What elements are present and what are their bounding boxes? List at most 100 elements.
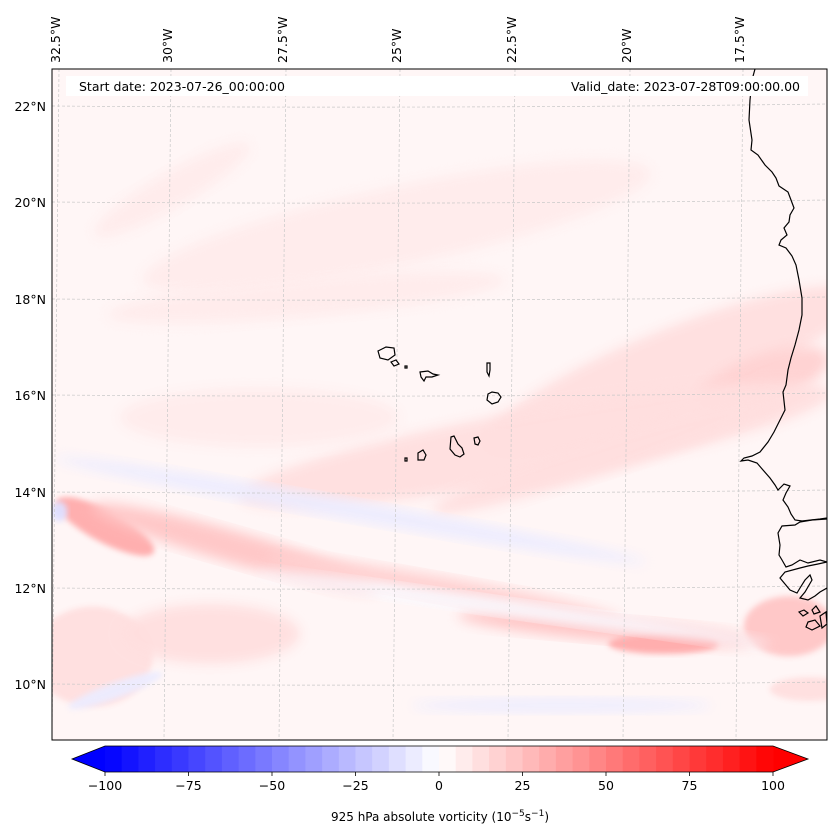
colorbar-level xyxy=(405,746,423,772)
meridian-line xyxy=(622,69,631,740)
latitude-tick-labels: 22°N 20°N 18°N 16°N 14°N 12°N 10°N xyxy=(14,99,46,692)
island-santo-antao xyxy=(377,346,396,361)
colorbar-level xyxy=(221,746,240,772)
colorbar-level xyxy=(238,746,256,772)
colorbar-tick-label: 100 xyxy=(761,778,785,793)
island-brava xyxy=(404,457,408,462)
colorbar-level xyxy=(622,746,640,772)
vorticity-contour-mid-streak xyxy=(106,271,506,324)
map-area[interactable] xyxy=(33,69,837,740)
colorbar-level xyxy=(121,746,139,772)
colorbar-level xyxy=(639,746,657,772)
colorbar-level xyxy=(188,746,206,772)
colorbar-level xyxy=(455,746,473,772)
colorbar-level xyxy=(355,746,373,772)
colorbar-level xyxy=(288,746,306,772)
parallel-line xyxy=(52,585,827,590)
vorticity-contour-itcz-west-core xyxy=(56,497,155,556)
island-fogo xyxy=(417,449,427,461)
colorbar-level xyxy=(105,746,123,772)
colorbar-level xyxy=(539,746,557,772)
colorbar-level xyxy=(205,746,223,772)
longitude-label: 32.5°W xyxy=(48,17,63,63)
island-sao-nicolau xyxy=(419,370,441,383)
vorticity-contour-negative-strip-n xyxy=(55,457,647,564)
latitude-label: 18°N xyxy=(14,292,46,307)
colorbar-tick-label: 25 xyxy=(515,778,531,793)
parallel-line xyxy=(52,489,827,494)
vorticity-contour-nw-streak xyxy=(93,142,251,238)
coastline-bissagos-islands xyxy=(797,605,827,631)
longitude-label: 25°W xyxy=(389,28,404,63)
meridian-line xyxy=(52,69,60,740)
colorbar-label: 925 hPa absolute vorticity (10−5s−1) xyxy=(331,809,549,824)
colorbar-level xyxy=(388,746,407,772)
parallel-line xyxy=(52,296,827,301)
colorbar-level xyxy=(689,746,707,772)
start-date-label: Start date: 2023-07-26_00:00:00 xyxy=(79,79,285,94)
colorbar-tick-label: −25 xyxy=(342,778,368,793)
longitude-label: 20°W xyxy=(619,28,634,63)
valid-date-label: Valid_date: 2023-07-28T09:00:00.00 xyxy=(571,79,800,94)
info-box xyxy=(66,76,808,96)
longitude-tick-labels: 32.5°W 30°W 27.5°W 25°W 22.5°W 20°W 17.5°W xyxy=(48,17,747,63)
meridian-line xyxy=(163,69,172,740)
parallel-line xyxy=(52,103,827,108)
vorticity-contour-north-band xyxy=(142,159,652,294)
coastline-guinea xyxy=(779,561,827,601)
latitude-label: 22°N xyxy=(14,99,46,114)
latitude-label: 20°N xyxy=(14,195,46,210)
colorbar-extend-max xyxy=(773,746,808,772)
colorbar-level xyxy=(589,746,607,772)
island-sal xyxy=(486,362,491,378)
island-sao-vicente xyxy=(390,359,400,367)
colorbar-level xyxy=(522,746,540,772)
colorbar-level xyxy=(439,746,457,772)
longitude-label: 27.5°W xyxy=(275,17,290,63)
colorbar-level xyxy=(656,746,674,772)
colorbar-level xyxy=(171,746,189,772)
map-frame xyxy=(51,68,828,741)
meridian-line xyxy=(507,69,516,740)
colorbar-tick-label: −50 xyxy=(259,778,285,793)
colorbar: −100 −75 −50 −25 0 25 50 75 100 xyxy=(70,745,810,793)
vorticity-contour-negative-west-dot xyxy=(52,501,68,522)
parallel-line xyxy=(52,199,827,204)
island-maio xyxy=(473,436,481,446)
vorticity-contour-negative-strip-s xyxy=(411,698,712,713)
island-santa-luzia xyxy=(404,365,408,369)
vorticity-contour-negative-strip-mid xyxy=(256,571,771,646)
colorbar-level xyxy=(739,746,757,772)
colorbar-level xyxy=(672,746,690,772)
vorticity-contour-west-mid-band xyxy=(119,387,400,448)
vorticity-contour-sw-mauritania-streak xyxy=(432,397,776,514)
colorbar-level xyxy=(255,746,273,772)
vorticity-contour-south-west-band xyxy=(120,603,301,664)
parallel-line xyxy=(52,392,827,397)
colorbar-tick-label: 50 xyxy=(598,778,614,793)
colorbar-level xyxy=(155,746,173,772)
colorbar-level xyxy=(138,746,156,772)
colorbar-tick-label: −100 xyxy=(88,778,122,793)
colorbar-level xyxy=(372,746,390,772)
vorticity-contour-negative-sw xyxy=(68,671,163,710)
latitude-label: 14°N xyxy=(14,485,46,500)
colorbar-level xyxy=(422,746,440,772)
latitude-label: 12°N xyxy=(14,581,46,596)
vorticity-contour-se-patch xyxy=(769,677,827,702)
colorbar-level xyxy=(606,746,624,772)
colorbar-level xyxy=(322,746,340,772)
colorbar-tick-label: 75 xyxy=(682,778,698,793)
colorbar-level xyxy=(722,746,741,772)
longitude-label: 17.5°W xyxy=(732,17,747,63)
colorbar-level xyxy=(572,746,590,772)
colorbar-level xyxy=(555,746,574,772)
island-santiago xyxy=(449,435,465,458)
colorbar-extend-min xyxy=(72,746,105,772)
parallel-line xyxy=(52,681,827,686)
colorbar-level xyxy=(472,746,490,772)
colorbar-level xyxy=(338,746,356,772)
latitude-label: 16°N xyxy=(14,388,46,403)
colorbar-level xyxy=(305,746,323,772)
